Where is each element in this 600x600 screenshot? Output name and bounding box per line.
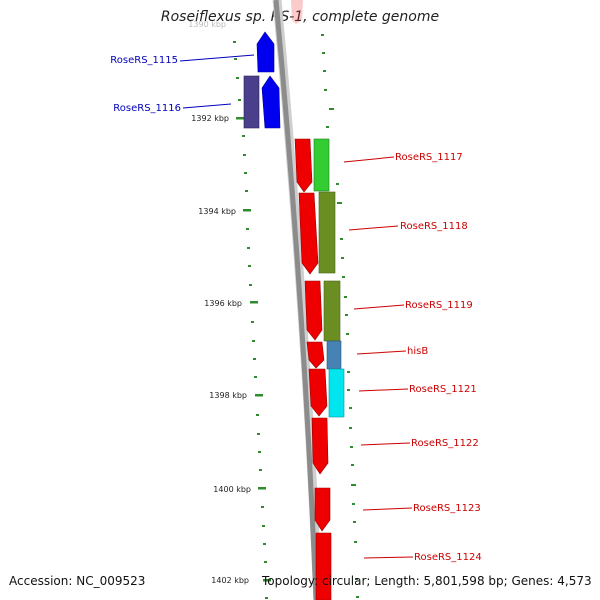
gene-roseRS-1118[interactable] — [298, 192, 319, 275]
inner-tick-dots — [233, 41, 268, 599]
cog-bar-1117 — [313, 138, 330, 192]
gene-label-roseRS-1117[interactable]: RoseRS_1117 — [395, 152, 463, 163]
gene-roseRS-1119[interactable] — [304, 280, 323, 341]
gene-roseRS-1115[interactable] — [256, 31, 275, 73]
gene-label-roseRS-1118[interactable]: RoseRS_1118 — [400, 221, 468, 232]
gene-label-roseRS-1123[interactable]: RoseRS_1123 — [413, 503, 481, 514]
cog-bar-1116 — [243, 75, 260, 129]
tick-label-1396: 1396 kbp — [204, 299, 242, 308]
tick-label-1392: 1392 kbp — [191, 114, 229, 123]
gene-roseRS-1122[interactable] — [311, 417, 329, 475]
tick-label-1402: 1402 kbp — [211, 576, 249, 585]
gene-roseRS-1121[interactable] — [308, 368, 328, 417]
accession-label: Accession: NC_009523 — [9, 574, 146, 588]
cog-bar-1121 — [328, 368, 345, 418]
cog-bar-hisB — [326, 340, 342, 370]
gene-roseRS-1123[interactable] — [314, 487, 331, 532]
gene-label-roseRS-1121[interactable]: RoseRS_1121 — [409, 384, 477, 395]
gene-fragment-top — [291, 0, 303, 24]
gene-label-hisB[interactable]: hisB — [407, 346, 428, 357]
gene-roseRS-1116[interactable] — [261, 75, 281, 129]
gene-label-roseRS-1115[interactable]: RoseRS_1115 — [110, 55, 178, 66]
tick-label-1400: 1400 kbp — [213, 485, 251, 494]
gene-roseRS-1117[interactable] — [294, 138, 313, 193]
map-title: Roseiflexus sp. RS-1, complete genome — [160, 9, 440, 25]
topology-label: Topology: circular; Length: 5,801,598 bp… — [262, 574, 592, 588]
cog-bar-1119 — [323, 280, 341, 342]
gene-roseRS-1124[interactable] — [315, 532, 332, 600]
top-tick-label: 1390 kbp — [188, 20, 226, 29]
genome-backbone — [273, 0, 319, 600]
tick-label-1394: 1394 kbp — [198, 207, 236, 216]
gene-label-roseRS-1122[interactable]: RoseRS_1122 — [411, 438, 479, 449]
gene-label-roseRS-1124[interactable]: RoseRS_1124 — [414, 552, 482, 563]
kbp-tick-marks — [236, 117, 271, 582]
gene-hisB[interactable] — [306, 341, 325, 369]
gene-label-roseRS-1119[interactable]: RoseRS_1119 — [405, 300, 473, 311]
label-leader-lines — [179, 54, 414, 559]
gene-label-roseRS-1116[interactable]: RoseRS_1116 — [113, 103, 181, 114]
cog-bar-1118 — [318, 191, 336, 274]
tick-label-1398: 1398 kbp — [209, 391, 247, 400]
outer-tick-dots — [321, 34, 359, 598]
